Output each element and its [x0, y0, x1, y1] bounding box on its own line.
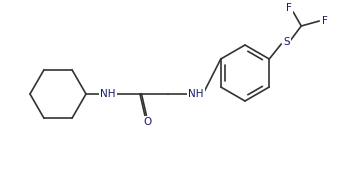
Text: F: F [286, 3, 292, 13]
Text: NH: NH [188, 89, 204, 99]
Text: NH: NH [100, 89, 116, 99]
Text: F: F [322, 16, 328, 26]
Text: S: S [283, 37, 289, 47]
Text: O: O [144, 117, 152, 127]
